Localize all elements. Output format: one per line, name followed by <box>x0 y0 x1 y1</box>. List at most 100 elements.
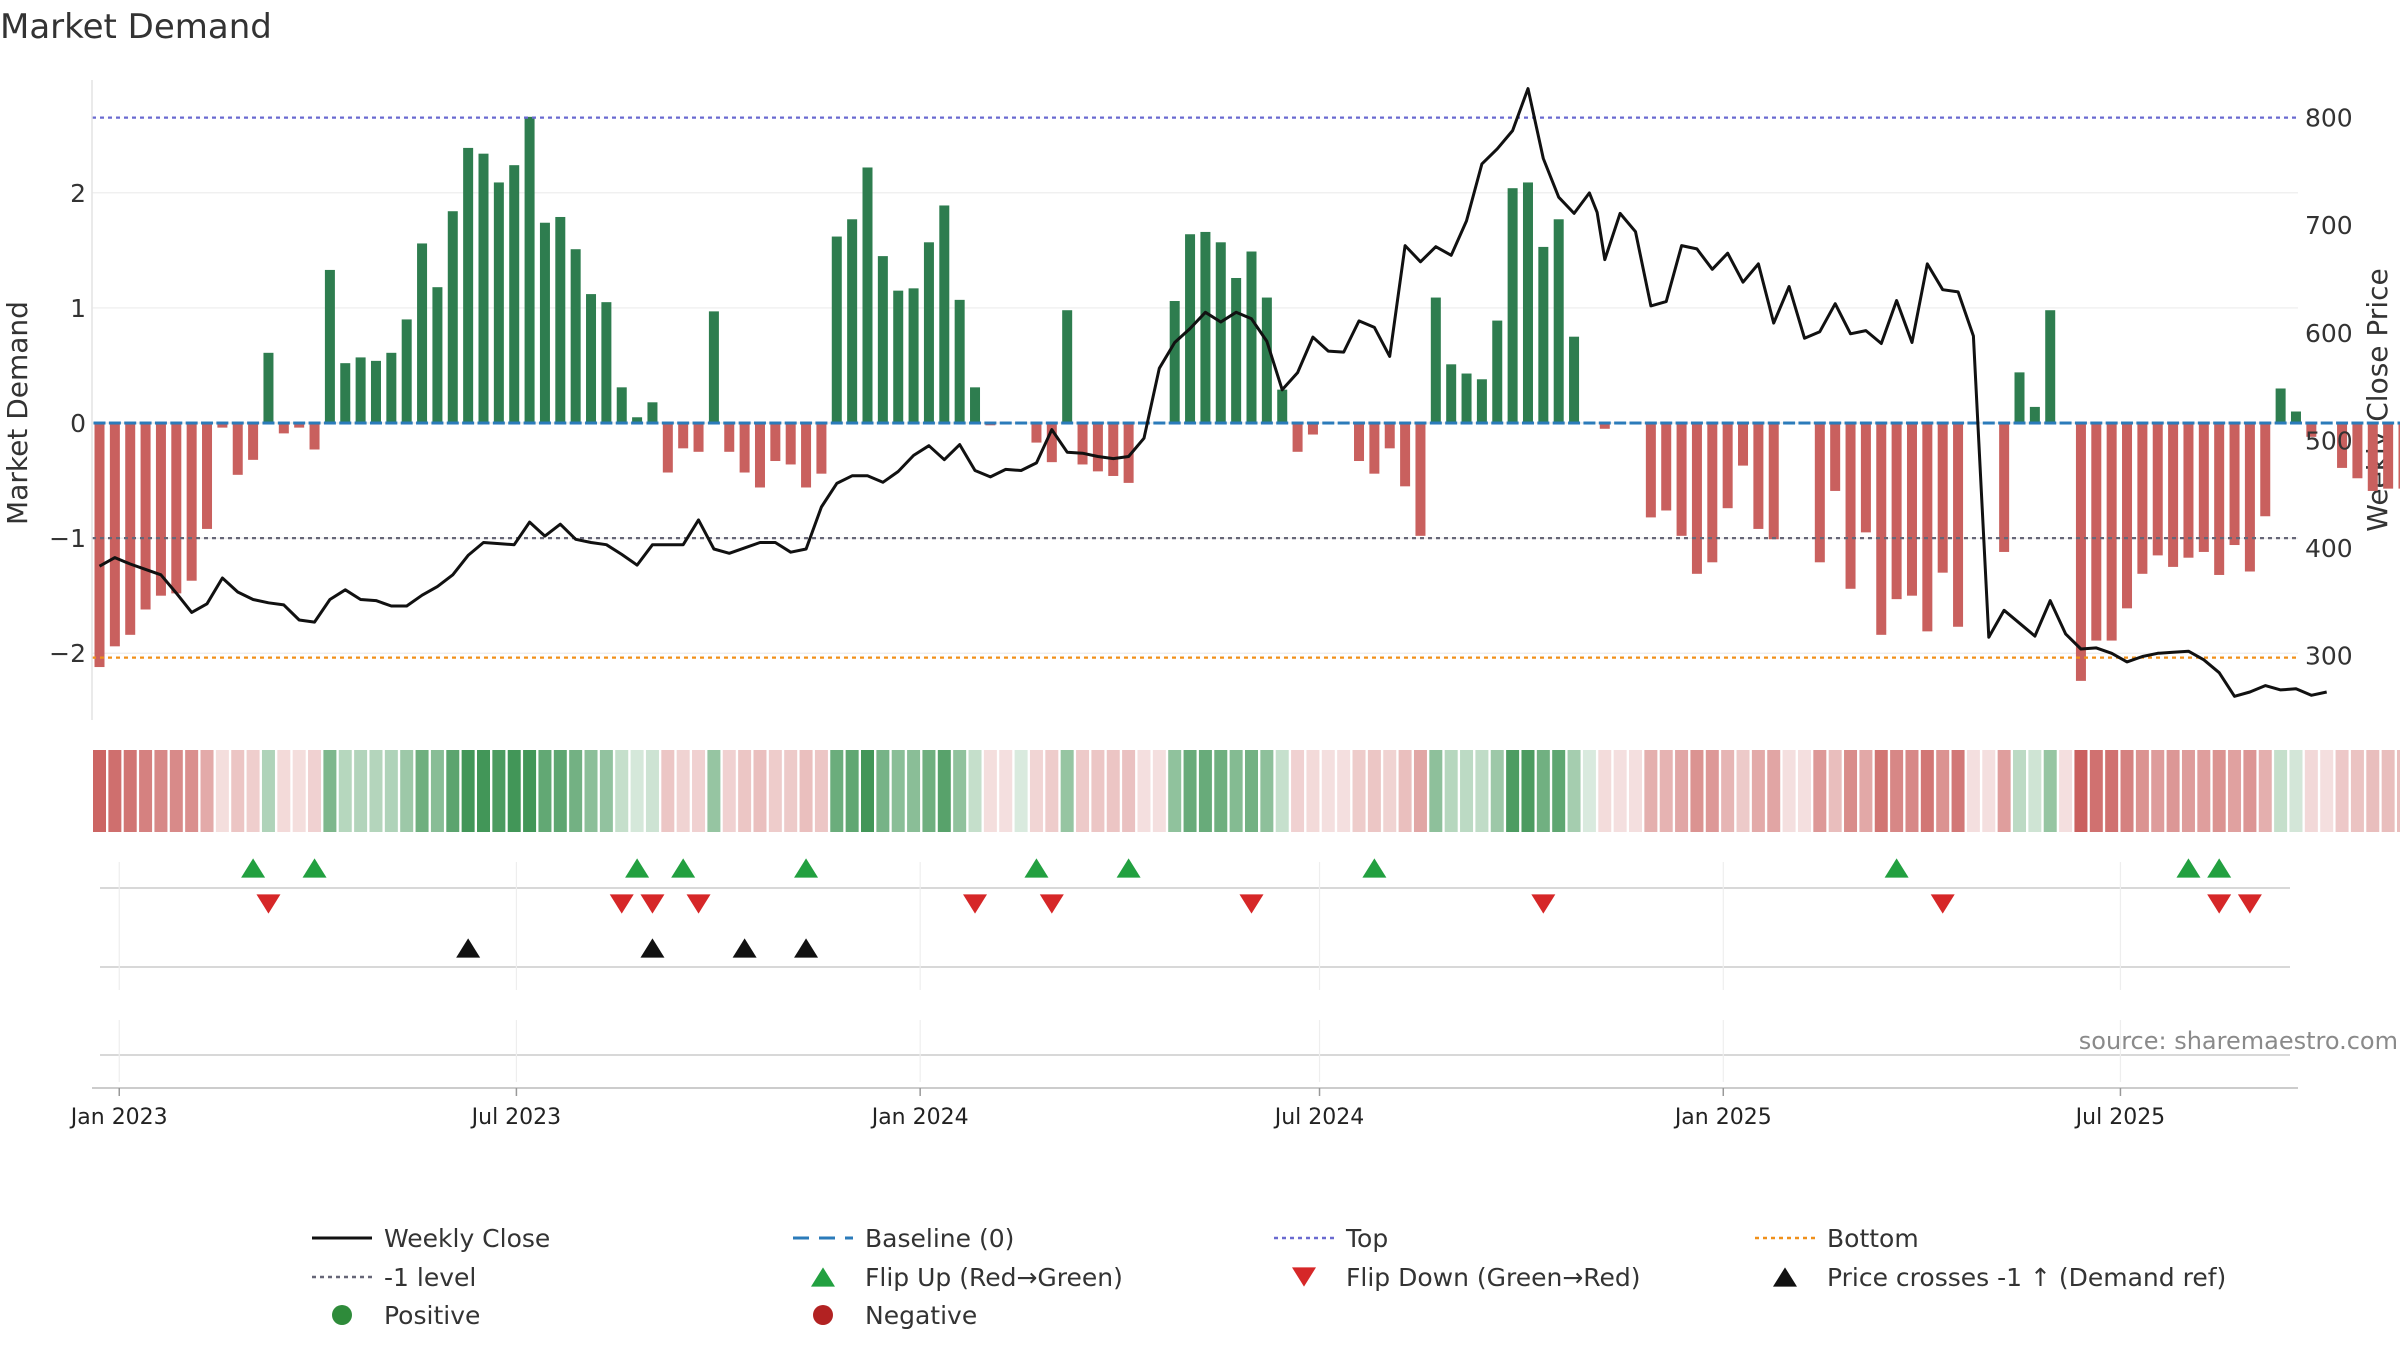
strip-cell <box>461 750 475 832</box>
flip-up-marker <box>2176 858 2201 878</box>
strip-cell <box>108 750 122 832</box>
strip-cell <box>1598 750 1612 832</box>
demand-bar-negative <box>2152 423 2163 556</box>
strip-cell <box>1091 750 1105 832</box>
strip-cell <box>784 750 798 832</box>
strip-cell <box>2089 750 2103 832</box>
demand-bar-negative <box>1922 423 1933 632</box>
strip-cell <box>830 750 844 832</box>
demand-bar-negative <box>724 423 735 452</box>
strip-cell <box>953 750 967 832</box>
demand-bar-positive <box>401 319 412 424</box>
strip-cell <box>1275 750 1289 832</box>
signal-markers <box>100 858 2290 1082</box>
strip-cell <box>1429 750 1443 832</box>
flip-down-marker <box>1531 894 1556 914</box>
strip-cell <box>630 750 644 832</box>
right-tick-label: 600 <box>2305 319 2353 348</box>
strip-cell <box>1659 750 1673 832</box>
flip-down-marker <box>2237 894 2262 914</box>
strip-cell <box>1168 750 1182 832</box>
demand-bar-positive <box>893 290 904 424</box>
strip-cell <box>1229 750 1243 832</box>
strip-cell <box>1413 750 1427 832</box>
demand-bar-negative <box>693 423 704 452</box>
strip-cell <box>1675 750 1689 832</box>
strip-cell <box>323 750 337 832</box>
demand-bar-positive <box>263 352 274 424</box>
strip-cell <box>1736 750 1750 832</box>
demand-bar-negative <box>155 423 166 596</box>
strip-cell <box>2289 750 2303 832</box>
strip-cell <box>907 750 921 832</box>
demand-bar-positive <box>923 242 934 424</box>
strip-cell <box>477 750 490 832</box>
strip-cell <box>1291 750 1305 832</box>
strip-cell <box>1337 750 1351 832</box>
demand-bar-positive <box>539 222 550 424</box>
demand-bar-negative <box>278 423 289 434</box>
demand-bar-positive <box>616 387 627 424</box>
strip-cell <box>2028 750 2042 832</box>
demand-bar-negative <box>1768 423 1779 540</box>
demand-bar-negative <box>202 423 213 529</box>
strip-cell <box>738 750 752 832</box>
demand-bar-positive <box>586 294 597 424</box>
demand-bar-negative <box>1906 423 1917 596</box>
demand-bar-negative <box>1077 423 1088 465</box>
strip-cell <box>2197 750 2211 832</box>
strip-cell <box>1690 750 1704 832</box>
demand-bar-negative <box>1031 423 1042 443</box>
strip-cell <box>1890 750 1904 832</box>
strip-cell <box>2074 750 2088 832</box>
demand-bar-negative <box>2183 423 2194 558</box>
demand-bar-positive <box>954 299 965 424</box>
x-tick-label: Jan 2023 <box>69 1105 168 1130</box>
strip-cell <box>1152 750 1166 832</box>
legend-label: Negative <box>865 1301 977 1330</box>
right-tick-label: 300 <box>2305 641 2353 670</box>
demand-bar-positive <box>340 363 351 424</box>
x-tick-label: Jan 2025 <box>1673 1105 1772 1130</box>
strip-cell <box>1352 750 1366 832</box>
strip-cell <box>1183 750 1197 832</box>
demand-bar-positive <box>355 357 366 424</box>
demand-bar-positive <box>939 205 950 424</box>
flip-up-marker <box>302 858 327 878</box>
demand-bar-positive <box>2029 406 2040 424</box>
flip-up-marker <box>1116 858 1141 878</box>
demand-bar-positive <box>862 167 873 424</box>
strip-cell <box>937 750 951 832</box>
demand-bar-positive <box>1169 301 1180 424</box>
strip-cell <box>2397 750 2400 832</box>
demand-bar-negative <box>1830 423 1841 491</box>
demand-bar-negative <box>294 423 305 428</box>
strip-cell <box>446 750 460 832</box>
demand-bar-positive <box>447 211 458 424</box>
demand-bar-positive <box>1538 246 1549 424</box>
demand-bar-negative <box>109 423 120 647</box>
flip-up-marker <box>625 858 650 878</box>
strip-cell <box>2212 750 2226 832</box>
demand-bar-negative <box>770 423 781 462</box>
strip-cell <box>1552 750 1566 832</box>
price-cross-marker <box>456 938 481 958</box>
legend-label: Weekly Close <box>384 1224 550 1253</box>
strip-cell <box>2013 750 2026 832</box>
right-tick-label: 800 <box>2305 104 2353 133</box>
source-note: source: sharemaestro.com <box>2079 1027 2398 1055</box>
strip-cell <box>1076 750 1090 832</box>
strip-cell <box>1198 750 1212 832</box>
strip-cell <box>768 750 782 832</box>
demand-bar-negative <box>2214 423 2225 575</box>
strip-cell <box>2381 750 2395 832</box>
left-tick-label: −1 <box>49 524 86 553</box>
flip-down-marker <box>1239 894 1264 914</box>
demand-bar-negative <box>739 423 750 473</box>
demand-bar-positive <box>1215 242 1226 424</box>
strip-cell <box>1490 750 1504 832</box>
strip-cell <box>538 750 552 832</box>
demand-bar-negative <box>2122 423 2133 609</box>
demand-bar-negative <box>1814 423 1825 563</box>
demand-bar-negative <box>140 423 151 610</box>
